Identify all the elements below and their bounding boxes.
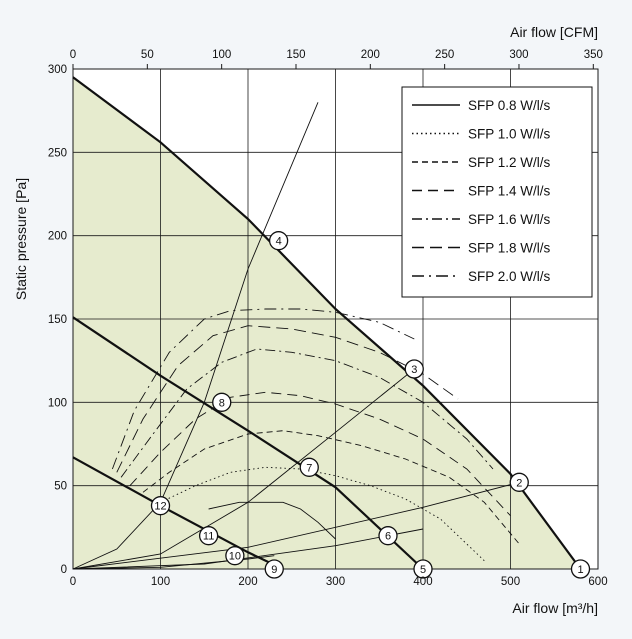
sfp-series-line: [116, 325, 459, 473]
x-tick-label: 300: [326, 576, 345, 588]
legend-entry-label: SFP 1.4 W/l/s: [468, 184, 551, 199]
top-tick-label: 300: [509, 49, 528, 61]
point-marker-label: 10: [229, 551, 241, 563]
y-tick-label: 150: [48, 314, 67, 326]
y-axis-title: Static pressure [Pa]: [13, 178, 29, 300]
fan-curve: [72, 76, 582, 570]
point-marker: [268, 231, 289, 251]
sfp-series-line: [120, 348, 494, 478]
point-marker: [404, 359, 424, 379]
point-marker: [212, 392, 232, 412]
point-marker: [264, 559, 284, 579]
top-tick-label: 350: [584, 49, 603, 61]
y-tick-label: 0: [61, 564, 67, 576]
y-tick-label: 50: [54, 481, 67, 493]
top-tick-label: 100: [212, 49, 231, 61]
y-tick-label: 300: [48, 64, 67, 76]
y-tick-label: 250: [48, 147, 67, 159]
sfp-series-line: [111, 308, 415, 470]
legend-entry-label: SFP 1.8 W/l/s: [468, 241, 551, 256]
system-curve: [72, 555, 275, 570]
system-curve: [72, 481, 520, 570]
fan-curve: [72, 316, 424, 570]
point-marker-label: 5: [420, 564, 426, 576]
top-tick-label: 150: [286, 49, 305, 61]
x-tick-label: 500: [501, 576, 520, 588]
point-marker: [509, 472, 529, 492]
point-marker-label: 2: [516, 477, 522, 489]
legend-entry-label: SFP 0.8 W/l/s: [468, 98, 551, 113]
top-tick-label: 250: [435, 49, 454, 61]
legend-entry-label: SFP 1.0 W/l/s: [468, 127, 551, 142]
point-marker-label: 11: [203, 531, 214, 543]
operating-area-fill: [73, 77, 581, 570]
sfp-series-line: [129, 391, 511, 517]
point-marker-label: 6: [385, 531, 391, 543]
x-tick-label: 600: [588, 576, 607, 588]
plot-frame: [72, 68, 599, 570]
top-tick-label: 0: [70, 49, 76, 61]
x-tick-label: 0: [70, 576, 76, 588]
point-marker: [413, 559, 433, 579]
point-marker: [225, 546, 245, 566]
x-axis-title-top: Air flow [CFM]: [510, 24, 598, 40]
point-marker: [570, 559, 591, 579]
sfp-series-line: [208, 501, 336, 540]
x-axis-title-bottom: Air flow [m³/h]: [512, 600, 598, 616]
point-marker-label: 3: [411, 364, 417, 376]
point-marker-label: 7: [306, 462, 312, 474]
point-marker: [299, 457, 319, 477]
x-tick-label: 400: [413, 576, 432, 588]
legend-box: [401, 86, 593, 298]
point-marker: [150, 496, 171, 516]
point-marker: [198, 526, 219, 546]
y-tick-label: 100: [48, 397, 67, 409]
point-marker-label: 8: [219, 397, 225, 409]
point-marker-label: 12: [154, 501, 166, 513]
point-marker-label: 9: [271, 564, 277, 576]
x-tick-label: 100: [151, 576, 170, 588]
sfp-series-line: [142, 430, 520, 545]
point-marker-label: 1: [577, 564, 583, 576]
point-marker-label: 4: [276, 236, 282, 248]
legend-entry-label: SFP 1.2 W/l/s: [468, 155, 551, 170]
point-marker: [378, 526, 398, 546]
system-curve: [72, 102, 319, 570]
x-tick-label: 200: [238, 576, 257, 588]
legend-entry-label: SFP 1.6 W/l/s: [468, 212, 551, 227]
top-tick-label: 200: [361, 49, 380, 61]
y-tick-label: 200: [48, 231, 67, 243]
top-tick-label: 50: [141, 49, 154, 61]
legend-entry-label: SFP 2.0 W/l/s: [468, 269, 551, 284]
